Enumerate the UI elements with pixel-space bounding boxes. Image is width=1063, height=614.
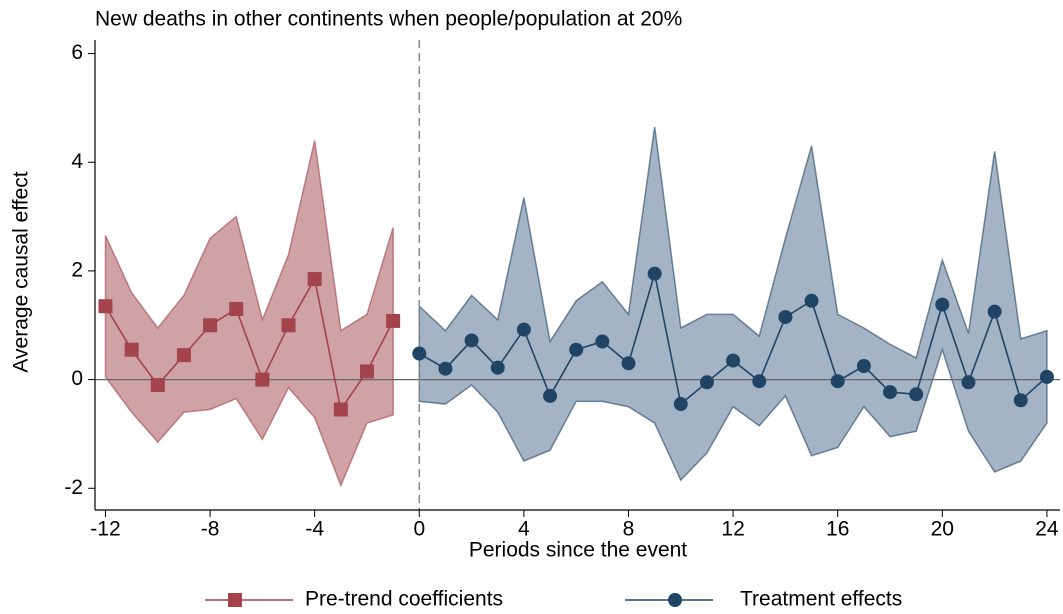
point (909, 387, 924, 402)
confidence-band (418, 126, 1048, 482)
legend-marker (228, 593, 242, 607)
point (961, 375, 976, 390)
point (490, 360, 505, 375)
point (229, 301, 244, 316)
point (176, 348, 191, 363)
point (255, 372, 270, 387)
point (647, 266, 662, 281)
x-tick-label: 20 (931, 518, 954, 541)
point (359, 364, 374, 379)
point (935, 297, 950, 312)
point (543, 388, 558, 403)
y-tick-label: 6 (71, 41, 83, 64)
chart-title: New deaths in other continents when peop… (95, 8, 682, 31)
point (307, 272, 322, 287)
confidence-band (104, 140, 394, 488)
point (516, 322, 531, 337)
point (124, 342, 139, 357)
point (1013, 393, 1028, 408)
point (1039, 369, 1054, 384)
point (386, 313, 401, 328)
point (804, 293, 819, 308)
point (333, 402, 348, 417)
x-tick-label: 4 (518, 518, 530, 541)
x-tick-label: 16 (826, 518, 849, 541)
point (883, 385, 898, 400)
legend-marker (668, 593, 682, 607)
point (778, 310, 793, 325)
point (856, 359, 871, 374)
point (830, 374, 845, 389)
point (438, 361, 453, 376)
legend-label: Pre-trend coefficients (305, 588, 503, 611)
x-axis-title: Periods since the event (469, 539, 687, 562)
point (569, 342, 584, 357)
point (203, 318, 218, 333)
legend-label: Treatment effects (740, 588, 902, 611)
x-tick-label: -8 (201, 518, 220, 541)
point (726, 353, 741, 368)
y-tick-label: -2 (64, 476, 83, 499)
point (987, 304, 1002, 319)
point (150, 378, 165, 393)
point (464, 333, 479, 348)
point (412, 346, 427, 361)
y-tick-label: 0 (71, 367, 83, 390)
point (281, 318, 296, 333)
point (752, 374, 767, 389)
point (621, 356, 636, 371)
x-tick-label: 8 (623, 518, 635, 541)
point (595, 334, 610, 349)
point (673, 397, 688, 412)
x-tick-label: 24 (1035, 518, 1059, 541)
y-axis-title: Average causal effect (10, 171, 33, 372)
x-tick-label: 12 (721, 518, 744, 541)
y-tick-label: 4 (71, 150, 83, 173)
x-tick-label: -4 (305, 518, 324, 541)
point (98, 299, 113, 314)
x-tick-label: -12 (90, 518, 120, 541)
x-tick-label: 0 (413, 518, 425, 541)
y-tick-label: 2 (71, 258, 83, 281)
point (699, 375, 714, 390)
